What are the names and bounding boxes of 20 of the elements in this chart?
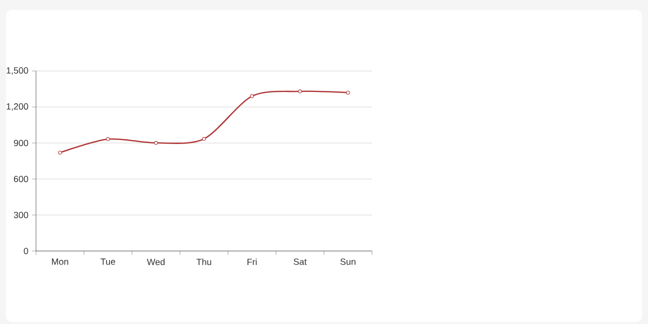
point [154, 140, 158, 145]
y-tick-label: 600 [14, 176, 28, 182]
y-tick-label: 900 [14, 140, 28, 146]
x-tick-label: Wed [146, 258, 165, 266]
point [202, 137, 206, 141]
x-tick-label: Thu [196, 258, 212, 266]
x-tick-label: Fri [248, 258, 257, 266]
y-tick-label: 300 [14, 212, 28, 218]
point [250, 94, 254, 98]
x-tick-label: Sun [340, 258, 356, 265]
point [346, 90, 350, 94]
y-tick-label: 1,200 [6, 103, 28, 111]
x-tick-label: Tue [100, 258, 116, 265]
point [298, 90, 302, 94]
point [106, 137, 110, 142]
y-tick-label: 0 [24, 248, 28, 254]
y-tick-label: 1,500 [6, 67, 28, 75]
x-tick-label: Sat [294, 258, 307, 265]
point [58, 150, 62, 154]
x-tick-label: Mon [52, 258, 68, 265]
